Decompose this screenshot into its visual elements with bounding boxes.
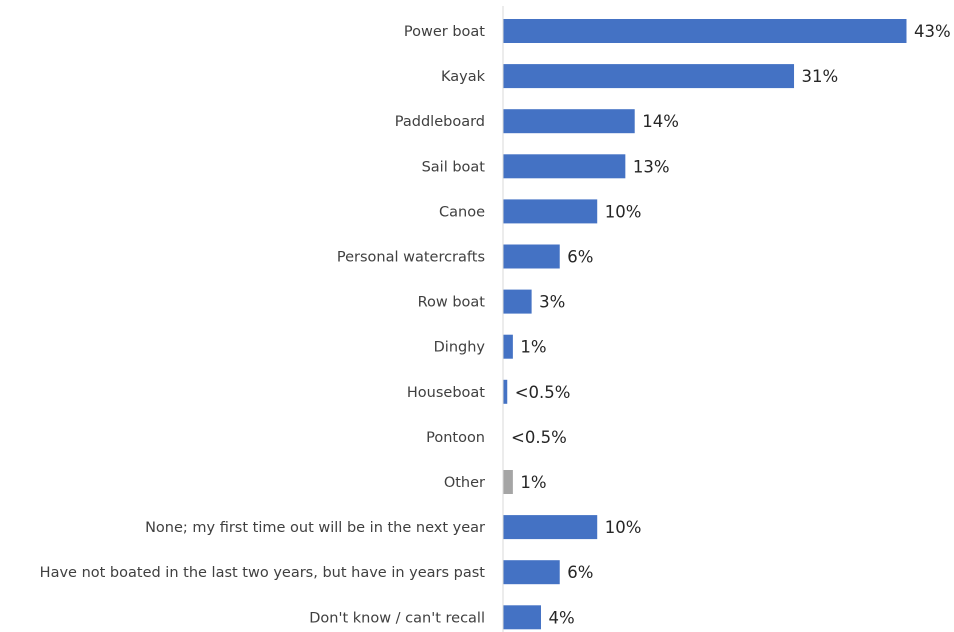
category-label: Sail boat [422,159,486,175]
data-label: 10% [605,518,642,537]
category-label: Other [444,475,485,491]
data-label: 31% [802,67,839,86]
bar [503,605,541,630]
bar [503,289,532,314]
category-label: Power boat [404,24,485,40]
category-label: Pontoon [426,430,485,446]
bar [503,199,598,224]
category-labels: Power boat Kayak Paddleboard Sail boat Canoe… [40,24,486,626]
data-label: 3% [539,293,565,312]
bar [503,560,560,585]
data-label: 4% [548,608,574,627]
category-label: Kayak [441,69,486,85]
category-label: Don't know / can't recall [309,610,485,626]
data-label: 6% [567,563,593,582]
category-label: Dinghy [434,340,486,356]
category-label: Canoe [439,204,485,220]
category-label: Have not boated in the last two years, b… [40,565,486,581]
data-label: 13% [633,157,670,176]
data-label: <0.5% [511,428,567,447]
data-label: 43% [914,22,951,41]
bar [503,19,907,43]
data-labels: 43% 31% 14% 13% 10% 6% 3% 1% <0.5% <0.5% 1% 10% 6% 4% [511,22,951,627]
category-label: None; my first time out will be in the n… [145,520,485,536]
bar [503,109,635,134]
category-label: Houseboat [407,385,485,401]
bar [503,154,626,179]
bar [503,64,795,89]
data-label: 1% [520,473,546,492]
data-label: <0.5% [515,383,571,402]
data-label: 10% [605,202,642,221]
data-label: 6% [567,248,593,267]
data-label: 14% [642,112,679,131]
bar [503,334,513,359]
bar [503,470,513,494]
bar [503,379,508,404]
category-label: Personal watercrafts [337,250,485,266]
category-label: Row boat [418,295,486,311]
bar [503,515,598,540]
bar [503,244,560,269]
bars-group [503,19,907,630]
data-label: 1% [520,338,546,357]
category-label: Paddleboard [395,114,485,130]
